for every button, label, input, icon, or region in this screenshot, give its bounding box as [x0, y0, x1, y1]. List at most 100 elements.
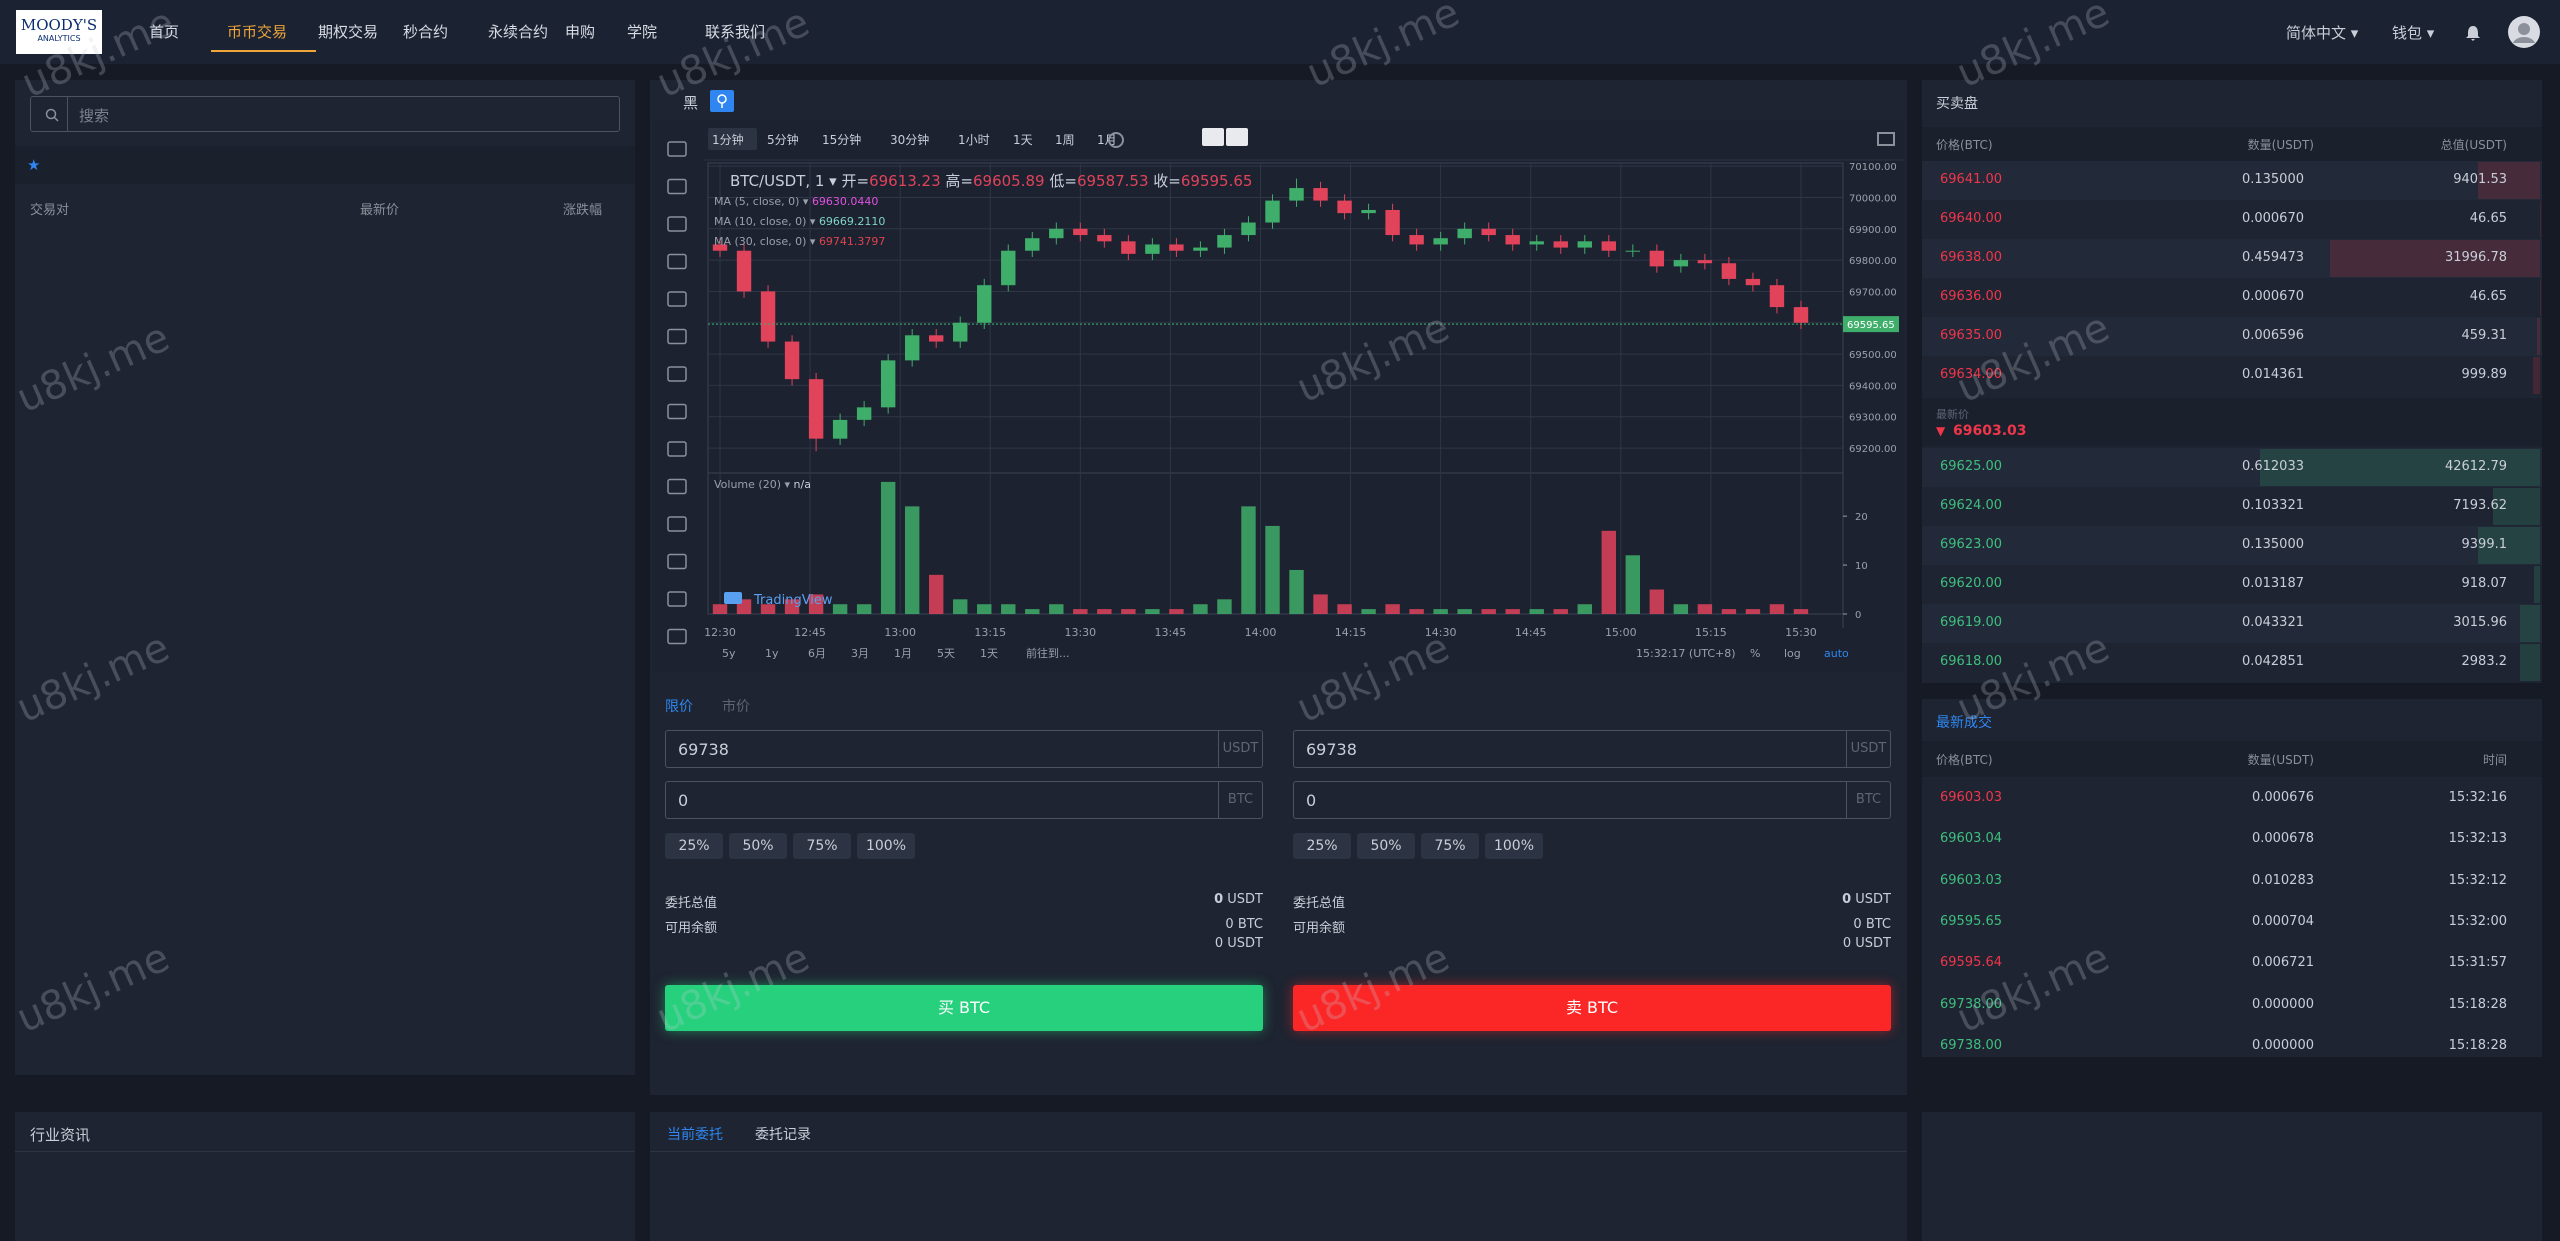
candle-body — [1673, 260, 1689, 267]
percent-button[interactable]: 100% — [857, 833, 915, 859]
total-number: 0 — [1214, 892, 1224, 907]
interval-button: 1小时 — [958, 133, 990, 147]
nav-item[interactable]: 永续合约 — [488, 23, 549, 41]
candle-body — [1049, 228, 1064, 239]
depth-bar — [2329, 240, 2540, 277]
candle-body — [1241, 222, 1256, 236]
logo[interactable]: MOODY'S ANALYTICS — [16, 10, 102, 54]
price-input-unit: USDT — [1846, 731, 1890, 767]
volume-legend: Volume (20) ▾ n/a — [714, 478, 811, 491]
trade-amount: 0.010283 — [2251, 872, 2314, 888]
drawing-tool — [667, 366, 687, 382]
avatar[interactable] — [2508, 16, 2540, 48]
candle-body — [784, 341, 800, 380]
book-total: 42612.79 — [2444, 459, 2507, 474]
range-button: 1天 — [980, 647, 998, 660]
theme-icon[interactable] — [710, 90, 734, 112]
candle-body — [904, 335, 920, 361]
percent-button[interactable]: 50% — [1357, 833, 1415, 859]
language[interactable]: 简体中文 ▾ — [2286, 24, 2359, 42]
nav-item[interactable]: 秒合约 — [403, 23, 449, 41]
theme-label[interactable]: 黑 — [683, 94, 699, 112]
book-column: 价格(BTC) — [1936, 138, 1993, 152]
nav-item[interactable]: 期权交易 — [318, 23, 379, 41]
trade-time: 15:32:12 — [2448, 872, 2507, 888]
form-tab[interactable]: 市价 — [722, 699, 750, 715]
candle-body — [736, 250, 752, 292]
amount-input-unit: BTC — [1218, 782, 1262, 818]
book-price: 69635.00 — [1940, 328, 2003, 343]
book-amount: 0.135000 — [2241, 537, 2304, 552]
volume-bar — [784, 599, 800, 614]
nav-item[interactable]: 申购 — [565, 23, 596, 41]
nav-item[interactable]: 币币交易 — [227, 23, 288, 41]
amount-input[interactable]: 0 BTC — [665, 781, 1263, 819]
volume-bar — [1073, 609, 1088, 614]
book-total: 999.89 — [2461, 367, 2508, 382]
screenshot-icon — [1877, 132, 1895, 146]
volume-tick-label: 20 — [1855, 512, 1868, 523]
volume-bar — [977, 604, 992, 614]
volume-bar — [1001, 604, 1016, 614]
percent-button[interactable]: 75% — [1421, 833, 1479, 859]
wallet[interactable]: 钱包 ▾ — [2392, 24, 2435, 42]
percent-button[interactable]: 25% — [1293, 833, 1351, 859]
volume-bar — [1241, 506, 1256, 614]
drawing-tool — [667, 178, 687, 195]
symbol-legend: BTC/USDT, 1 ▾ 开=69613.23 高=69605.89 低=69… — [730, 172, 1252, 190]
interval-button: 1分钟 — [712, 132, 744, 147]
x-tick-label: 15:00 — [1605, 626, 1637, 639]
amount-input[interactable]: 0 BTC — [1293, 781, 1891, 819]
mid-row-bg — [1922, 398, 2542, 446]
percent-button[interactable]: 75% — [793, 833, 851, 859]
percent-button[interactable]: 25% — [665, 833, 723, 859]
volume-bar — [1649, 589, 1665, 614]
column-header: 涨跌幅 — [563, 203, 603, 218]
book-price: 69640.00 — [1940, 211, 2003, 226]
trades-header-bg — [1922, 741, 2542, 777]
bell-icon[interactable] — [2464, 24, 2482, 42]
drawing-tool — [667, 628, 687, 645]
auto-toggle: auto — [1824, 647, 1849, 660]
orders-tab[interactable]: 当前委托 — [667, 1127, 723, 1143]
candle-body — [953, 322, 968, 342]
book-amount: 0.135000 — [2241, 172, 2304, 187]
book-column: 总值(USDT) — [2440, 138, 2507, 152]
volume-bar — [1745, 609, 1761, 614]
search-input[interactable]: 搜索 — [30, 96, 620, 132]
trade-price: 69595.65 — [1940, 913, 2003, 929]
total-number: 0 — [1842, 892, 1852, 907]
volume-bar — [808, 594, 824, 614]
book-total: 9399.1 — [2461, 537, 2508, 552]
sell-button[interactable]: 卖 BTC — [1293, 985, 1891, 1031]
book-amount: 0.103321 — [2241, 498, 2304, 513]
book-total: 46.65 — [2469, 211, 2507, 226]
nav-item[interactable]: 首页 — [149, 23, 180, 41]
balance-label: 可用余额 — [1293, 921, 1346, 936]
trade-time: 15:18:28 — [2448, 1037, 2507, 1053]
depth-bar — [2533, 357, 2540, 394]
candle-body — [1025, 238, 1040, 251]
total-label: 委托总值 — [1293, 896, 1346, 911]
logo-bottom: ANALYTICS — [37, 34, 81, 43]
nav-item[interactable]: 联系我们 — [705, 23, 766, 41]
percent-button[interactable]: 50% — [729, 833, 787, 859]
column-header: 最新价 — [360, 203, 400, 218]
volume-bar — [1097, 609, 1112, 614]
top-nav — [0, 0, 2560, 64]
last-label: 最新价 — [1936, 408, 1969, 421]
buy-button[interactable]: 买 BTC — [665, 985, 1263, 1031]
interval-button: 15分钟 — [822, 132, 861, 147]
nav-item[interactable]: 学院 — [627, 23, 658, 41]
orders-tab[interactable]: 委托记录 — [755, 1127, 811, 1143]
side-panel — [1922, 1112, 2542, 1241]
form-tab[interactable]: 限价 — [665, 699, 693, 715]
candle-body — [1505, 235, 1520, 245]
drawing-tool — [667, 441, 687, 457]
candle-body — [1361, 209, 1376, 214]
favorite-star[interactable]: ★ — [27, 156, 41, 174]
price-input[interactable]: 69738 USDT — [1293, 730, 1891, 768]
percent-button[interactable]: 100% — [1485, 833, 1543, 859]
price-input[interactable]: 69738 USDT — [665, 730, 1263, 768]
